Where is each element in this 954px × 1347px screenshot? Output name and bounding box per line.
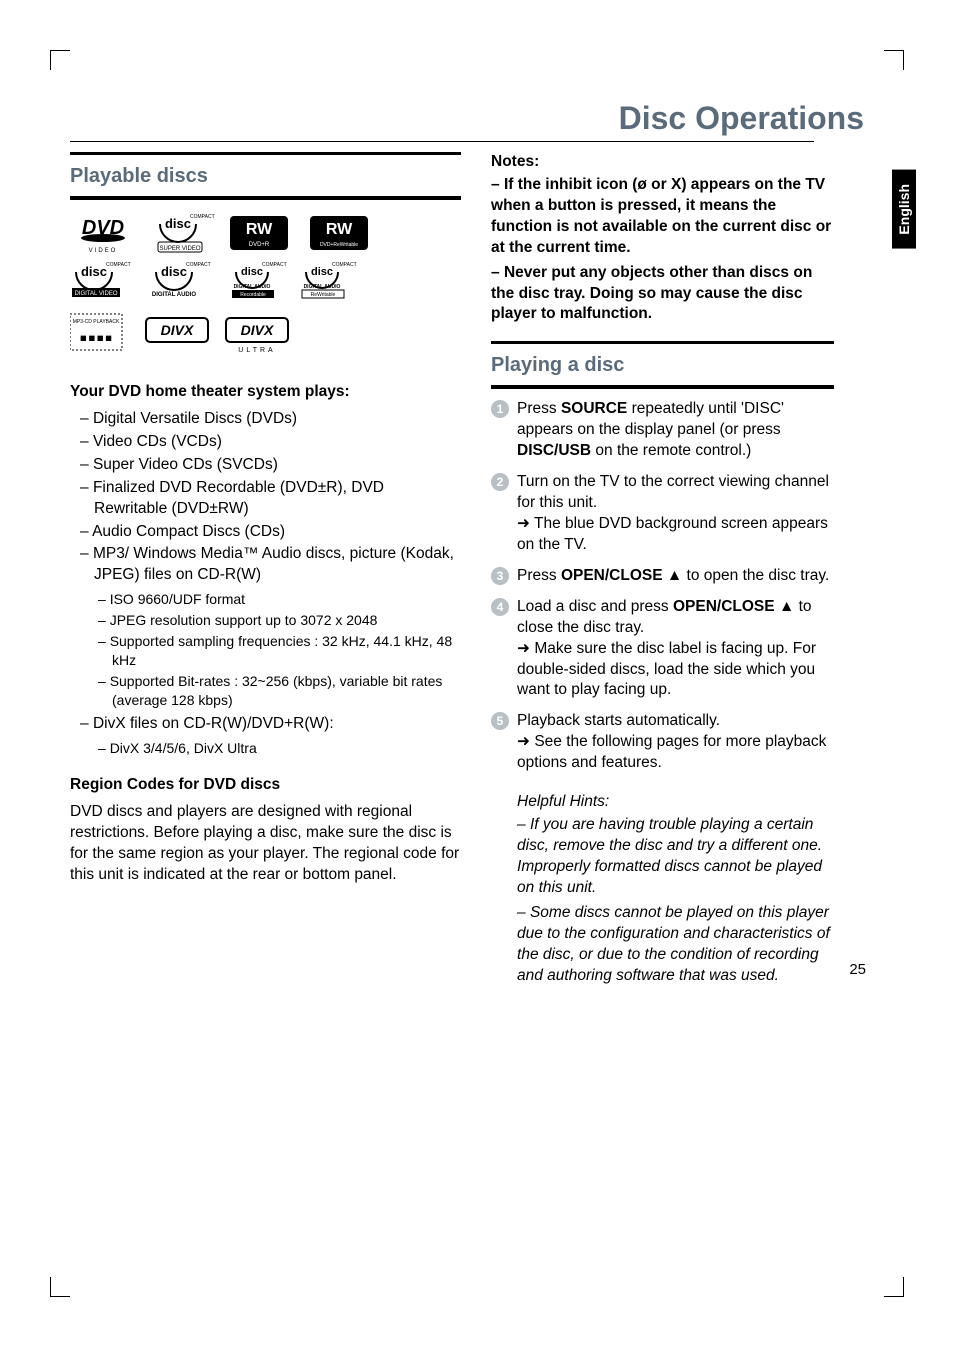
list-item: Supported sampling frequencies : 32 kHz,… — [98, 632, 461, 670]
svg-text:DIGITAL AUDIO: DIGITAL AUDIO — [152, 292, 197, 298]
svg-text:COMPACT: COMPACT — [262, 262, 287, 268]
crop-mark — [884, 50, 904, 70]
note-1: – If the inhibit icon (ø or X) appears o… — [491, 175, 834, 259]
divx-sublist: DivX 3/4/5/6, DivX Ultra — [70, 739, 461, 758]
svg-text:DIVX: DIVX — [161, 322, 195, 338]
crop-mark — [50, 50, 70, 70]
step-5: 5 Playback starts automatically. ➜ See t… — [491, 711, 834, 774]
svg-text:COMPACT: COMPACT — [186, 262, 211, 268]
step-4: 4 Load a disc and press OPEN/CLOSE ▲ to … — [491, 597, 834, 702]
list-item: Video CDs (VCDs) — [80, 432, 461, 453]
section-playing-disc: Playing a disc — [491, 350, 834, 385]
rule — [70, 152, 461, 155]
mp3-sublist: ISO 9660/UDF format JPEG resolution supp… — [70, 590, 461, 709]
list-item: Super Video CDs (SVCDs) — [80, 455, 461, 476]
list-item: Finalized DVD Recordable (DVD±R), DVD Re… — [80, 478, 461, 520]
step-result: Make sure the disc label is facing up. F… — [517, 640, 816, 699]
eject-icon: ▲ — [779, 598, 794, 615]
region-heading: Region Codes for DVD discs — [70, 775, 461, 796]
arrow-icon: ➜ — [517, 515, 530, 532]
svg-text:DVD+R: DVD+R — [249, 242, 270, 248]
svg-text:disc: disc — [161, 264, 187, 279]
page-title: Disc Operations — [70, 100, 884, 137]
list-item: DivX files on CD-R(W)/DVD+R(W): — [80, 714, 461, 735]
list-item: MP3/ Windows Media™ Audio discs, picture… — [80, 544, 461, 586]
note-2: – Never put any objects other than discs… — [491, 263, 834, 326]
arrow-icon: ➜ — [517, 640, 530, 657]
list-item: ISO 9660/UDF format — [98, 590, 461, 609]
list-item: Audio Compact Discs (CDs) — [80, 522, 461, 543]
region-body: DVD discs and players are designed with … — [70, 802, 461, 886]
step-number-icon: 1 — [491, 400, 509, 418]
list-item: JPEG resolution support up to 3072 x 204… — [98, 611, 461, 630]
svg-text:DIGITAL VIDEO: DIGITAL VIDEO — [74, 291, 117, 297]
hint-1: – If you are having trouble playing a ce… — [491, 815, 834, 899]
step-text: Playback starts automatically. — [517, 712, 720, 729]
list-item: Supported Bit-rates : 32~256 (kbps), var… — [98, 672, 461, 710]
language-tab: English — [892, 170, 916, 249]
svg-text:RW: RW — [246, 221, 273, 238]
page-number: 25 — [849, 961, 866, 978]
svg-text:Recordable: Recordable — [240, 292, 266, 298]
plays-heading: Your DVD home theater system plays: — [70, 382, 461, 403]
svg-text:disc: disc — [241, 266, 263, 278]
svg-text:MP3-CD PLAYBACK: MP3-CD PLAYBACK — [73, 319, 120, 325]
left-column: Playable discs DVD VIDEO disc COMPACT — [70, 152, 461, 992]
step-1: 1 Press SOURCE repeatedly until 'DISC' a… — [491, 399, 834, 462]
right-column: Notes: – If the inhibit icon (ø or X) ap… — [491, 152, 884, 992]
hint-2: – Some discs cannot be played on this pl… — [491, 903, 834, 987]
notes-label: Notes: — [491, 152, 834, 173]
content-columns: Playable discs DVD VIDEO disc COMPACT — [70, 152, 884, 992]
svg-text:▪▪▪▪: ▪▪▪▪ — [79, 330, 113, 346]
step-result: The blue DVD background screen appears o… — [517, 515, 828, 553]
step-text: Turn on the TV to the correct viewing ch… — [517, 473, 829, 511]
title-rule — [70, 141, 814, 142]
svg-text:disc: disc — [311, 266, 333, 278]
svg-text:RW: RW — [326, 221, 353, 238]
step-text: Load a disc and press OPEN/CLOSE ▲ to cl… — [517, 598, 812, 636]
step-number-icon: 3 — [491, 567, 509, 585]
step-text: Press SOURCE repeatedly until 'DISC' app… — [517, 400, 784, 459]
section-playable-discs: Playable discs — [70, 161, 461, 196]
svg-text:disc: disc — [81, 264, 107, 279]
manual-page: Disc Operations English Playable discs D… — [0, 0, 954, 1052]
eject-icon: ▲ — [667, 567, 682, 584]
svg-text:ULTRA: ULTRA — [238, 347, 275, 354]
plays-list: Digital Versatile Discs (DVDs) Video CDs… — [70, 409, 461, 586]
arrow-icon: ➜ — [517, 733, 530, 750]
step-number-icon: 2 — [491, 473, 509, 491]
svg-text:ReWritable: ReWritable — [311, 292, 336, 298]
svg-text:disc: disc — [165, 216, 191, 231]
svg-text:DVD+ReWritable: DVD+ReWritable — [320, 242, 358, 248]
step-number-icon: 4 — [491, 598, 509, 616]
step-2: 2 Turn on the TV to the correct viewing … — [491, 472, 834, 556]
svg-text:SUPER VIDEO: SUPER VIDEO — [159, 246, 200, 252]
svg-text:COMPACT: COMPACT — [190, 214, 215, 220]
rule — [491, 341, 834, 344]
steps-list: 1 Press SOURCE repeatedly until 'DISC' a… — [491, 399, 834, 774]
step-3: 3 Press OPEN/CLOSE ▲ to open the disc tr… — [491, 566, 834, 587]
step-number-icon: 5 — [491, 712, 509, 730]
svg-text:VIDEO: VIDEO — [89, 248, 118, 254]
list-item: Digital Versatile Discs (DVDs) — [80, 409, 461, 430]
step-text: Press OPEN/CLOSE ▲ to open the disc tray… — [517, 567, 829, 584]
divx-list: DivX files on CD-R(W)/DVD+R(W): — [70, 714, 461, 735]
hints-label: Helpful Hints: — [491, 792, 834, 813]
rule — [70, 199, 461, 200]
crop-mark — [50, 1277, 70, 1297]
svg-text:DIGITAL AUDIO: DIGITAL AUDIO — [234, 284, 271, 290]
svg-text:COMPACT: COMPACT — [106, 262, 131, 268]
crop-mark — [884, 1277, 904, 1297]
list-item: DivX 3/4/5/6, DivX Ultra — [98, 739, 461, 758]
rule — [491, 388, 834, 389]
disc-logos: DVD VIDEO disc COMPACT SUPER VIDEO RW — [70, 214, 461, 364]
svg-text:DIGITAL AUDIO: DIGITAL AUDIO — [304, 284, 341, 290]
svg-text:COMPACT: COMPACT — [332, 262, 357, 268]
svg-text:DIVX: DIVX — [241, 322, 275, 338]
step-result: See the following pages for more playbac… — [517, 733, 826, 771]
